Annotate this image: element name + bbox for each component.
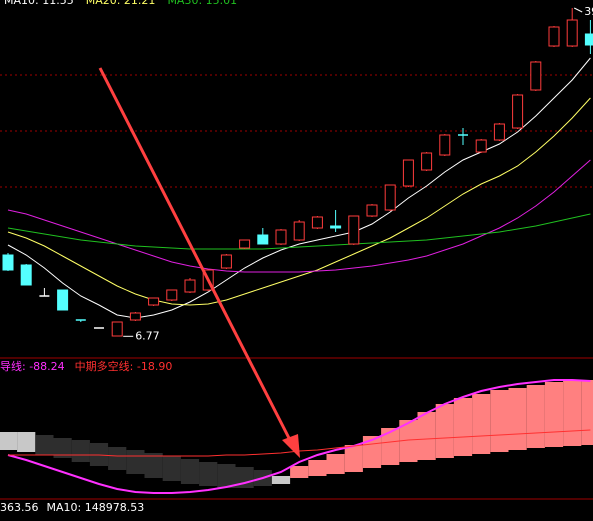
band-bar: [271, 476, 291, 484]
candle-body: [348, 215, 360, 245]
annotation-arrow: [98, 67, 294, 445]
band-bar: [162, 456, 181, 481]
band-bar: [472, 394, 491, 454]
ma-line: [7, 213, 591, 250]
band-bar: [490, 390, 509, 452]
indicator-label: 中期多空线: -18.90: [75, 359, 173, 373]
band-bar: [126, 450, 145, 474]
band-bar: [217, 464, 236, 488]
candle-body: [148, 297, 160, 306]
candle-body: [402, 159, 414, 187]
candle-body: [366, 204, 378, 217]
header-label: MA20: 21.21: [86, 0, 156, 7]
low-label: 6.77: [135, 329, 160, 342]
candle-body: [384, 184, 396, 211]
band-bar: [108, 447, 127, 470]
band-bar: [0, 432, 18, 450]
candle-body: [493, 123, 505, 141]
candle-body: [257, 234, 269, 245]
band-bar: [526, 385, 545, 448]
band-bar: [17, 432, 36, 452]
band-bar: [399, 420, 418, 462]
candle-body: [184, 279, 196, 293]
band-bar: [381, 428, 400, 465]
band-bar: [453, 398, 473, 456]
volume-label: MA10: 148978.53: [47, 501, 145, 514]
high-label: 39.6: [584, 5, 593, 18]
band-bar: [563, 380, 582, 446]
background-layer: [0, 357, 593, 500]
band-bar: [53, 438, 72, 458]
band-bar: [290, 466, 309, 478]
candle-body: [239, 239, 251, 249]
candle-body: [275, 229, 287, 245]
band-bar: [417, 412, 436, 460]
candle-body: [220, 254, 232, 269]
header-label: MA10: 11.55: [4, 0, 74, 7]
candle-body: [566, 19, 578, 47]
candle-body: [475, 139, 487, 153]
band-bar: [435, 404, 454, 458]
band-bar: [180, 459, 200, 484]
header-label: MA30: 15.01: [167, 0, 237, 7]
candle-body: [548, 26, 560, 47]
candle-body: [129, 312, 141, 321]
band-bar: [581, 380, 593, 445]
candle-body: [330, 225, 342, 229]
annotation-arrowhead: [282, 434, 300, 458]
band-bar: [71, 440, 90, 462]
candle-body: [111, 321, 123, 337]
band-bar: [199, 462, 218, 486]
band-bar: [35, 435, 54, 455]
indicator-line: [7, 379, 591, 494]
band-bar: [308, 460, 327, 476]
candle-body: [293, 221, 305, 241]
ma-line: [7, 57, 591, 319]
band-bar: [344, 445, 363, 472]
candle-body: [20, 264, 32, 286]
band-bar: [544, 382, 564, 447]
candle-body: [530, 61, 542, 91]
ma-line: [7, 159, 591, 273]
candle-body: [584, 33, 593, 46]
indicator-label: 导线: -88.24: [0, 359, 65, 373]
candle-body: [2, 254, 14, 271]
candle-body: [421, 152, 433, 171]
candle-body: [439, 134, 451, 156]
candle-body: [311, 216, 323, 229]
band-bar: [508, 388, 527, 450]
overlay-layer: [98, 67, 300, 458]
ma-line: [7, 97, 591, 306]
candle-body: [166, 289, 178, 301]
candle-body: [512, 94, 524, 129]
band-bar: [326, 454, 345, 474]
band-bar: [144, 453, 163, 478]
volume-label: 363.56: [0, 501, 39, 514]
high-pointer: [573, 7, 583, 13]
candle-body: [57, 289, 69, 311]
